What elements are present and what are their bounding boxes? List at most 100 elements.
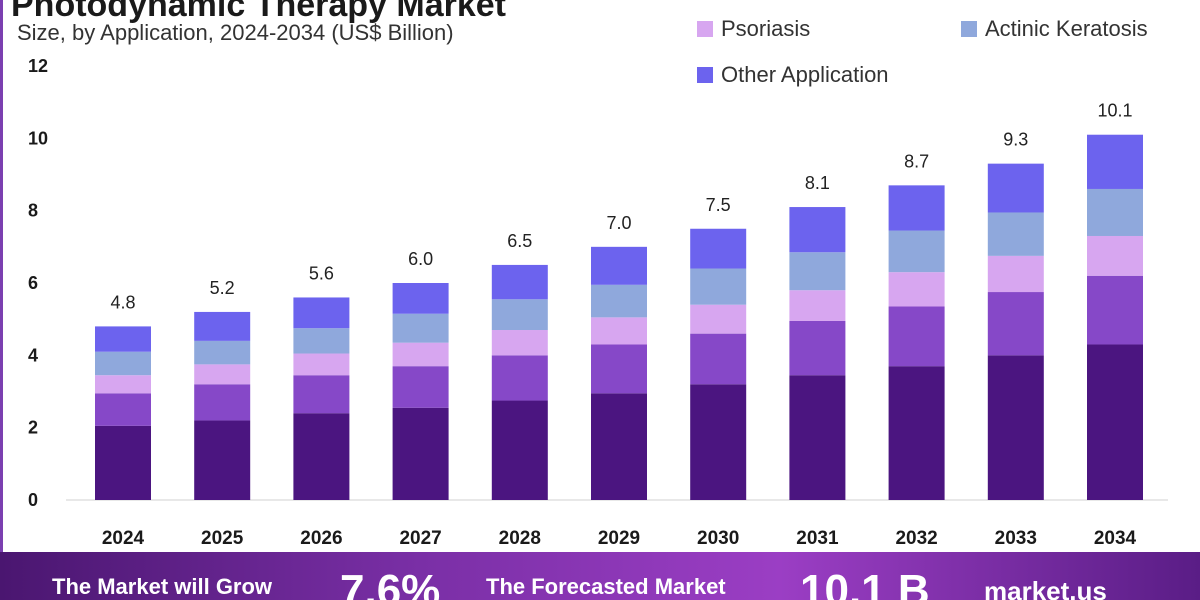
y-tick-label: 0 (28, 490, 38, 510)
bar-total-label: 6.5 (507, 231, 532, 251)
chart-subtitle: Size, by Application, 2024-2034 (US$ Bil… (17, 20, 454, 45)
y-tick-label: 12 (28, 56, 48, 76)
legend-item-other-application: Other Application (697, 62, 889, 88)
bar-segment (95, 393, 151, 426)
brand-logo: market.us (984, 576, 1107, 600)
y-tick-label: 6 (28, 273, 38, 293)
bar-total-label: 7.0 (606, 213, 631, 233)
bar-segment (987, 355, 1044, 500)
bar-segment (591, 284, 647, 318)
bar-total-label: 9.3 (1003, 130, 1028, 150)
bar-total-label: 5.2 (210, 278, 235, 298)
y-tick-label: 4 (28, 345, 38, 365)
x-tick-label: 2033 (995, 528, 1037, 549)
y-tick-label: 10 (28, 128, 48, 148)
bar-segment (1087, 134, 1143, 189)
bar-segment (789, 320, 846, 376)
bar-segment (194, 311, 251, 341)
bar-segment (293, 297, 350, 329)
bar-total-label: 5.6 (309, 263, 334, 283)
bar-segment (591, 246, 647, 285)
bar-segment (95, 351, 151, 376)
bar-segment (491, 299, 548, 331)
bar-segment (95, 425, 151, 500)
bar-segment (1087, 188, 1143, 236)
legend-label-other-application: Other Application (721, 62, 889, 87)
summary-banner: The Market will Grow 7.6% The Forecasted… (0, 552, 1200, 600)
legend-swatch-other-application (697, 67, 713, 83)
bar-segment (293, 328, 350, 354)
chart-frame: Photodynamic Therapy Market Size, by App… (0, 0, 1148, 552)
bar-segment (987, 292, 1044, 356)
bar-segment (789, 207, 846, 253)
banner-forecast-text: The Forecasted Market (486, 574, 726, 599)
bar-segment (888, 185, 945, 231)
bar-segment (392, 313, 449, 343)
legend-label-psoriasis: Psoriasis (721, 16, 811, 41)
bar-segment (1087, 344, 1143, 500)
bar-segment (690, 304, 747, 334)
bar-segment (690, 333, 747, 385)
bar-segment (591, 317, 647, 345)
bar-segment (392, 283, 449, 314)
bar-segment (194, 420, 251, 500)
banner-growth-text: The Market will Grow (52, 574, 273, 599)
bar-total-label: 8.7 (904, 151, 929, 171)
x-tick-label: 2034 (1094, 528, 1137, 549)
bar-segment (1087, 275, 1143, 345)
bar-segment (491, 400, 548, 500)
bar-segment (293, 353, 350, 376)
x-tick-label: 2026 (300, 528, 342, 549)
bar-segment (888, 366, 945, 500)
bar-segment (491, 355, 548, 401)
bar-total-label: 7.5 (706, 195, 731, 215)
x-tick-label: 2030 (697, 528, 739, 549)
chart-title: Photodynamic Therapy Market (11, 0, 507, 24)
bar-segment (888, 272, 945, 307)
bar-segment (690, 384, 747, 500)
bar-segment (392, 366, 449, 408)
legend-label-actinic-keratosis: Actinic Keratosis (985, 16, 1148, 41)
bar-total-label: 4.8 (110, 292, 135, 312)
bar-segment (194, 364, 251, 385)
bar-segment (293, 413, 350, 500)
legend-item-actinic-keratosis: Actinic Keratosis (961, 16, 1148, 42)
x-tick-label: 2031 (796, 528, 839, 549)
bar-segment (591, 344, 647, 394)
bar-segment (789, 375, 846, 500)
bar-segment (987, 163, 1044, 213)
bar-segment (690, 228, 747, 269)
bar-segment (194, 340, 251, 365)
legend-item-psoriasis: Psoriasis (697, 16, 810, 42)
bar-total-label: 10.1 (1097, 101, 1132, 121)
bar-segment (888, 230, 945, 273)
y-tick-label: 8 (28, 201, 38, 221)
x-tick-label: 2028 (499, 528, 541, 549)
bar-segment (95, 375, 151, 394)
legend-swatch-psoriasis (697, 21, 713, 37)
bar-segment (95, 326, 151, 352)
bar-segment (194, 384, 251, 421)
bar-chart: 0 2 4 6 8 10 12 4.8 2024 5.2 2025 5.6 2026 6.0 2027 6.5… (28, 56, 1168, 549)
x-tick-label: 2029 (598, 528, 640, 549)
banner-forecast-value: 10.1 B (800, 566, 930, 600)
bar-segment (888, 306, 945, 367)
x-tick-label: 2025 (201, 528, 244, 549)
banner-growth-value: 7.6% (340, 566, 441, 600)
y-tick-label: 2 (28, 418, 38, 438)
legend-swatch-actinic-keratosis (961, 21, 977, 37)
bar-segment (591, 393, 647, 500)
bar-segment (987, 255, 1044, 293)
x-tick-label: 2032 (895, 528, 937, 549)
bar-segment (690, 268, 747, 305)
x-tick-label: 2027 (399, 528, 441, 549)
bar-segment (789, 290, 846, 321)
bar-segment (987, 212, 1044, 256)
bar-segment (392, 342, 449, 367)
bar-segment (491, 330, 548, 356)
bar-segment (491, 264, 548, 300)
bar-total-label: 6.0 (408, 249, 433, 269)
x-tick-label: 2024 (102, 528, 145, 549)
bar-segment (392, 407, 449, 500)
bar-segment (1087, 235, 1143, 276)
